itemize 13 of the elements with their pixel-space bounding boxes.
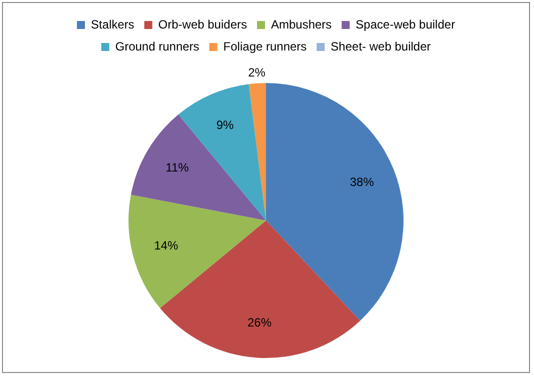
legend-label: Foliage runners bbox=[223, 39, 307, 54]
legend-label: Space-web builder bbox=[356, 17, 456, 32]
data-label: 2% bbox=[248, 66, 266, 80]
legend-label: Ambushers bbox=[270, 17, 332, 32]
data-label: 9% bbox=[216, 118, 234, 132]
legend-label: Stalkers bbox=[90, 17, 134, 32]
data-label: 11% bbox=[166, 160, 190, 174]
data-label: 38% bbox=[350, 174, 374, 189]
data-label: 14% bbox=[154, 238, 178, 252]
legend-label: Ground runners bbox=[115, 39, 200, 54]
legend-label: Orb-web buiders bbox=[158, 17, 247, 32]
legend-label: Sheet- web builder bbox=[330, 39, 431, 54]
data-label: 26% bbox=[248, 316, 272, 330]
